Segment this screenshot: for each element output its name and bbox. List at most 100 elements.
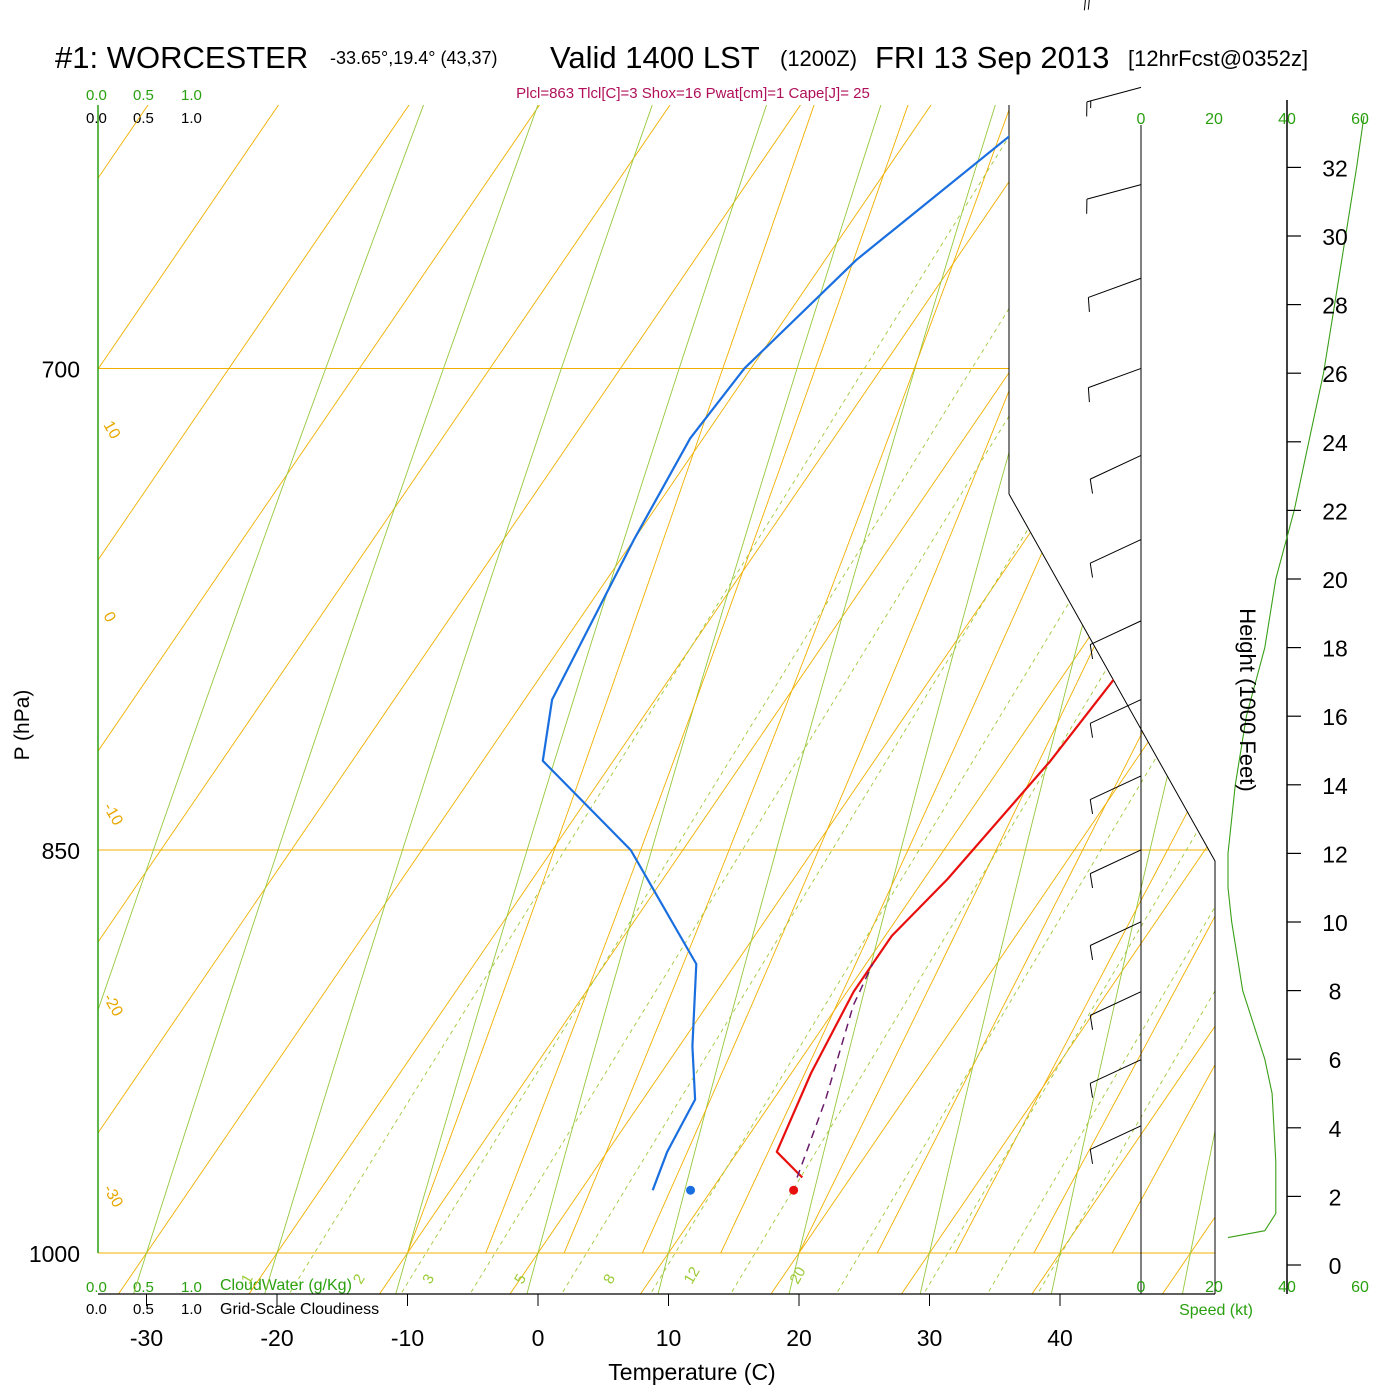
height-tick-label: 18	[1322, 636, 1348, 662]
axis-ticks: 100-10-20-300102030123581220-30-20-10010…	[29, 111, 1369, 1351]
wind-barb	[1089, 921, 1142, 960]
cloudwater-tick-1: 0.5	[133, 1279, 154, 1296]
title-fcst: [12hrFcst@0352z]	[1128, 46, 1308, 71]
sounding-indices: Plcl=863 Tlcl[C]=3 Shox=16 Pwat[cm]=1 Ca…	[516, 85, 870, 102]
wind-barb-full	[1087, 387, 1090, 403]
mixing-ratio-line	[601, 105, 1215, 1294]
wind-barb-full	[1087, 297, 1090, 312]
isotherm-label-left: 10	[100, 418, 124, 442]
speed-tick-bottom: 20	[1205, 1279, 1223, 1296]
moist-adiabat-line	[407, 105, 1111, 1254]
dry-adiabat-line	[1034, 105, 1215, 1294]
wind-barb-full	[1089, 1149, 1094, 1164]
title-valid: Valid 1400 LST	[550, 40, 760, 75]
moist-adiabat-line	[955, 105, 1215, 1254]
wind-barb-staff	[1090, 921, 1142, 946]
cloudwater-label: CloudWater (g/Kg)	[220, 1277, 352, 1294]
x-tick-label: 10	[656, 1325, 682, 1351]
parcel-path-line	[796, 963, 874, 1178]
wind-barb-full	[1089, 799, 1094, 815]
dry-adiabat-line	[1166, 105, 1215, 1294]
height-tick-label: 10	[1322, 910, 1348, 936]
wind-barb-staff	[1090, 775, 1142, 801]
wind-barb-full	[1089, 563, 1094, 578]
height-tick-label: 0	[1329, 1253, 1342, 1279]
wind-barb-staff	[1090, 455, 1142, 480]
moist-adiabat-line	[876, 105, 1215, 1254]
dry-adiabat-line	[98, 105, 1215, 1294]
wind-barb-staff	[1090, 1125, 1142, 1150]
speed-tick-bottom: 60	[1351, 1279, 1369, 1296]
speed-tick-bottom: 40	[1278, 1279, 1296, 1296]
mixing-ratio-label: 2	[350, 1271, 369, 1287]
moist-adiabat-line	[563, 105, 1215, 1254]
moist-adiabat-line	[485, 105, 1215, 1254]
x-tick-label: 0	[532, 1325, 545, 1351]
wind-barb-staff	[1088, 277, 1142, 298]
wind-barb	[1089, 775, 1142, 815]
wind-barb-staff	[1090, 539, 1142, 564]
wind-barb-staff	[1086, 184, 1142, 200]
height-tick-label: 32	[1322, 155, 1348, 181]
cloudwater-tick-top-2: 1.0	[181, 87, 202, 104]
wind-barb	[1087, 367, 1142, 403]
cloud-scale-bottom: 0.0 0.5 1.0 CloudWater (g/Kg) 0.0 0.5 1.…	[86, 1277, 379, 1318]
height-tick-label: 16	[1322, 704, 1348, 730]
height-tick-label: 20	[1322, 567, 1348, 593]
title-station: #1: WORCESTER	[55, 40, 308, 75]
dry-adiabat-line	[769, 105, 1215, 1294]
dry-adiabat-line	[1299, 0, 1400, 1374]
x-tick-label: -10	[391, 1325, 424, 1351]
speed-tick-top: 0	[1137, 111, 1146, 128]
speed-axis-label: Speed (kt)	[1179, 1302, 1253, 1319]
x-tick-label: 20	[786, 1325, 812, 1351]
wind-profile-panel	[1083, 0, 1365, 1239]
cloudwater-tick-top-1: 0.5	[133, 87, 154, 104]
title-zulu: (1200Z)	[780, 46, 857, 71]
isotherm-line	[193, 105, 1215, 1294]
speed-tick-bottom: 0	[1137, 1279, 1146, 1296]
cloudiness-tick-2: 1.0	[181, 1301, 202, 1318]
dry-adiabat-line	[372, 105, 1215, 1294]
isotherm-line	[98, 105, 1215, 1294]
isotherm-line	[454, 105, 1215, 1294]
wind-barb	[1089, 1125, 1142, 1164]
mixing-ratio-label: 5	[511, 1271, 530, 1287]
title-coords: -33.65°,19.4° (43,37)	[330, 48, 498, 68]
title-date: FRI 13 Sep 2013	[875, 40, 1109, 75]
wind-barb-full	[1089, 644, 1094, 659]
moist-adiabat-line	[720, 105, 1215, 1254]
wind-barb	[1089, 539, 1142, 578]
plot-right-edge-slant	[1008, 493, 1216, 1294]
wind-barb-full	[1089, 873, 1094, 889]
mixing-ratio-label: 12	[681, 1264, 704, 1287]
isotherm-line	[715, 105, 1215, 1294]
cloudiness-tick-top-1: 0.5	[133, 110, 154, 127]
moist-adiabat-line	[1033, 105, 1215, 1254]
dry-adiabat-line	[107, 105, 1215, 1294]
x-tick-label: -20	[260, 1325, 293, 1351]
mixing-ratio-line	[239, 105, 1215, 1294]
height-tick-label: 2	[1329, 1184, 1342, 1210]
dry-adiabat-line	[240, 105, 1215, 1294]
cloudwater-tick-0: 0.0	[86, 1279, 107, 1296]
pressure-tick-label: 700	[42, 356, 80, 382]
mixing-ratio-line	[939, 105, 1215, 1294]
cloudiness-label: Grid-Scale Cloudiness	[220, 1301, 379, 1318]
wind-barb-staff	[1086, 86, 1142, 103]
pressure-tick-label: 850	[42, 838, 80, 864]
isotherm-line	[976, 105, 1215, 1294]
wind-barb	[1089, 455, 1142, 494]
plot-frame	[97, 100, 1288, 1295]
isotherm-line	[846, 105, 1215, 1294]
cloudiness-tick-top-0: 0.0	[86, 110, 107, 127]
mixing-ratio-label: 8	[600, 1271, 619, 1287]
surface-temp-marker	[789, 1185, 799, 1195]
wind-barb	[1083, 0, 1090, 11]
cloudiness-tick-0: 0.0	[86, 1301, 107, 1318]
cloudwater-tick-top-0: 0.0	[86, 87, 107, 104]
height-tick-label: 24	[1322, 430, 1348, 456]
wind-barb-full	[1089, 723, 1094, 738]
height-tick-label: 6	[1329, 1047, 1342, 1073]
